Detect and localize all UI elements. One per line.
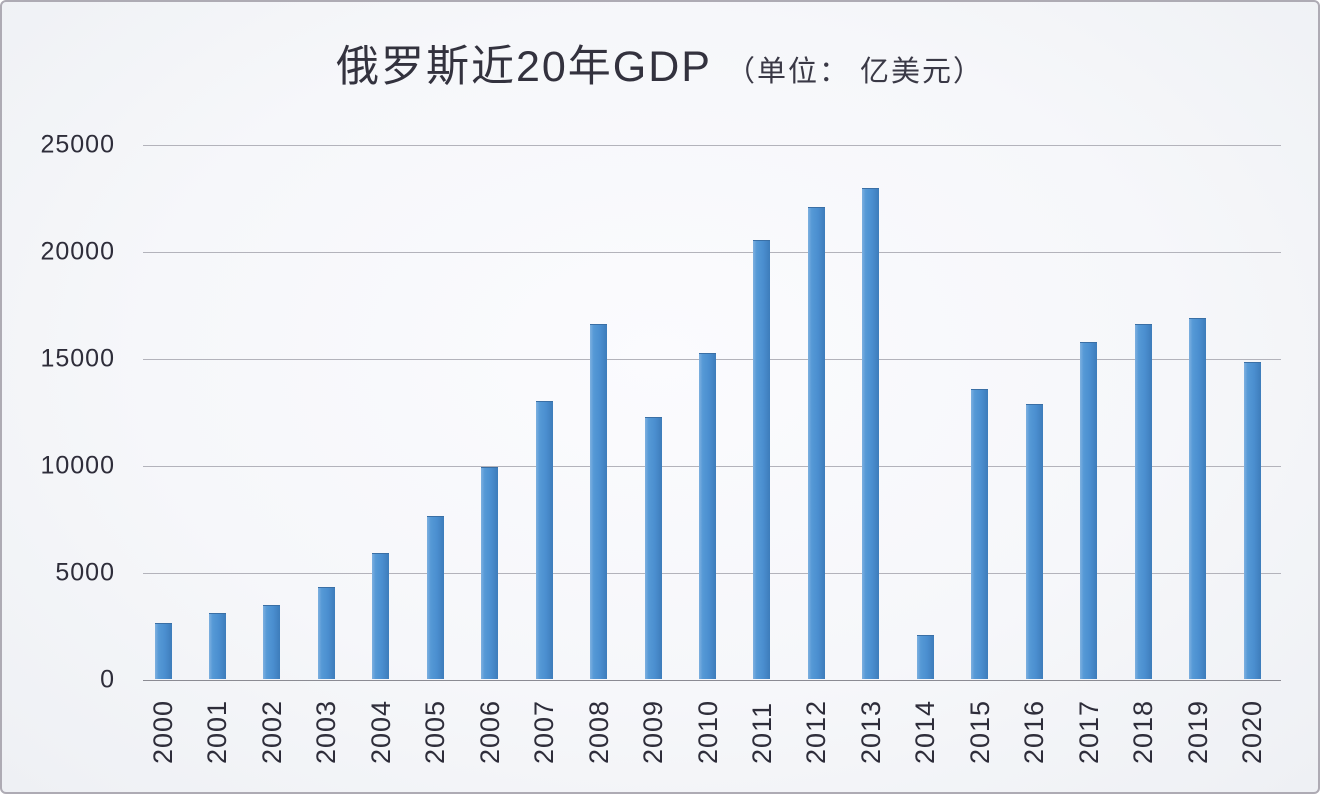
y-tick-label: 10000 <box>40 451 115 480</box>
y-tick-label: 5000 <box>55 558 115 587</box>
x-tick-label: 2012 <box>801 699 832 764</box>
y-tick-label: 25000 <box>40 130 115 159</box>
plot-area <box>143 145 1281 681</box>
bar-2008 <box>590 323 608 679</box>
bar-2013 <box>862 188 880 679</box>
x-tick-label: 2016 <box>1019 699 1050 764</box>
bar-2020 <box>1243 361 1261 679</box>
x-tick-label: 2014 <box>910 699 941 764</box>
x-tick-label: 2006 <box>474 699 505 764</box>
bar-2007 <box>535 400 553 679</box>
x-axis-line <box>143 680 1281 681</box>
chart-title: 俄罗斯近20年GDP （单位： 亿美元） <box>2 32 1318 94</box>
x-tick-label: 2005 <box>420 699 451 764</box>
x-tick-label: 2017 <box>1073 699 1104 764</box>
x-tick-label: 2000 <box>148 699 178 764</box>
bar-2019 <box>1189 317 1207 679</box>
bar-2001 <box>208 613 226 679</box>
bar-2005 <box>426 515 444 679</box>
y-axis-labels: 0 5000 10000 15000 20000 25000 <box>2 131 115 694</box>
bar-2010 <box>699 352 716 679</box>
x-tick-label: 2020 <box>1237 699 1267 764</box>
y-tick-label: 15000 <box>40 344 115 373</box>
x-axis-labels: 2000 2001 2002 2003 2004 2005 2006 2007 2008 2009… <box>143 680 1281 780</box>
bar-2016 <box>1025 404 1043 679</box>
x-tick-label: 2008 <box>583 699 614 764</box>
bar-2015 <box>971 388 989 679</box>
y-tick-label: 20000 <box>40 237 115 266</box>
x-tick-label: 2019 <box>1182 699 1213 764</box>
bar-2014 <box>916 634 934 679</box>
x-tick-label: 2018 <box>1128 699 1159 764</box>
bar-2003 <box>317 586 335 679</box>
chart-title-unit: （单位： 亿美元） <box>725 56 985 88</box>
x-tick-label: 2009 <box>638 699 669 764</box>
bar-2012 <box>807 206 825 679</box>
x-tick-label: 2015 <box>964 699 995 764</box>
bar-2018 <box>1134 324 1152 679</box>
chart-title-main: 俄罗斯近20年GDP <box>335 43 712 91</box>
x-tick-label: 2001 <box>202 699 233 764</box>
x-tick-label: 2011 <box>746 701 777 764</box>
bar-2006 <box>481 467 499 679</box>
x-tick-label: 2002 <box>256 699 287 764</box>
x-tick-label: 2013 <box>855 699 886 764</box>
x-tick-label: 2007 <box>529 699 560 764</box>
bar-2002 <box>263 605 281 679</box>
bar-2009 <box>644 417 662 679</box>
x-tick-label: 2010 <box>692 699 723 764</box>
bar-2017 <box>1080 342 1098 679</box>
y-tick-label: 0 <box>100 665 115 694</box>
gridline <box>143 145 1281 146</box>
gridline <box>143 252 1281 253</box>
bar-2004 <box>372 552 390 679</box>
x-tick-label: 2003 <box>311 699 342 764</box>
bar-2011 <box>753 239 771 679</box>
bar-2000 <box>154 623 172 679</box>
x-tick-label: 2004 <box>365 699 396 764</box>
